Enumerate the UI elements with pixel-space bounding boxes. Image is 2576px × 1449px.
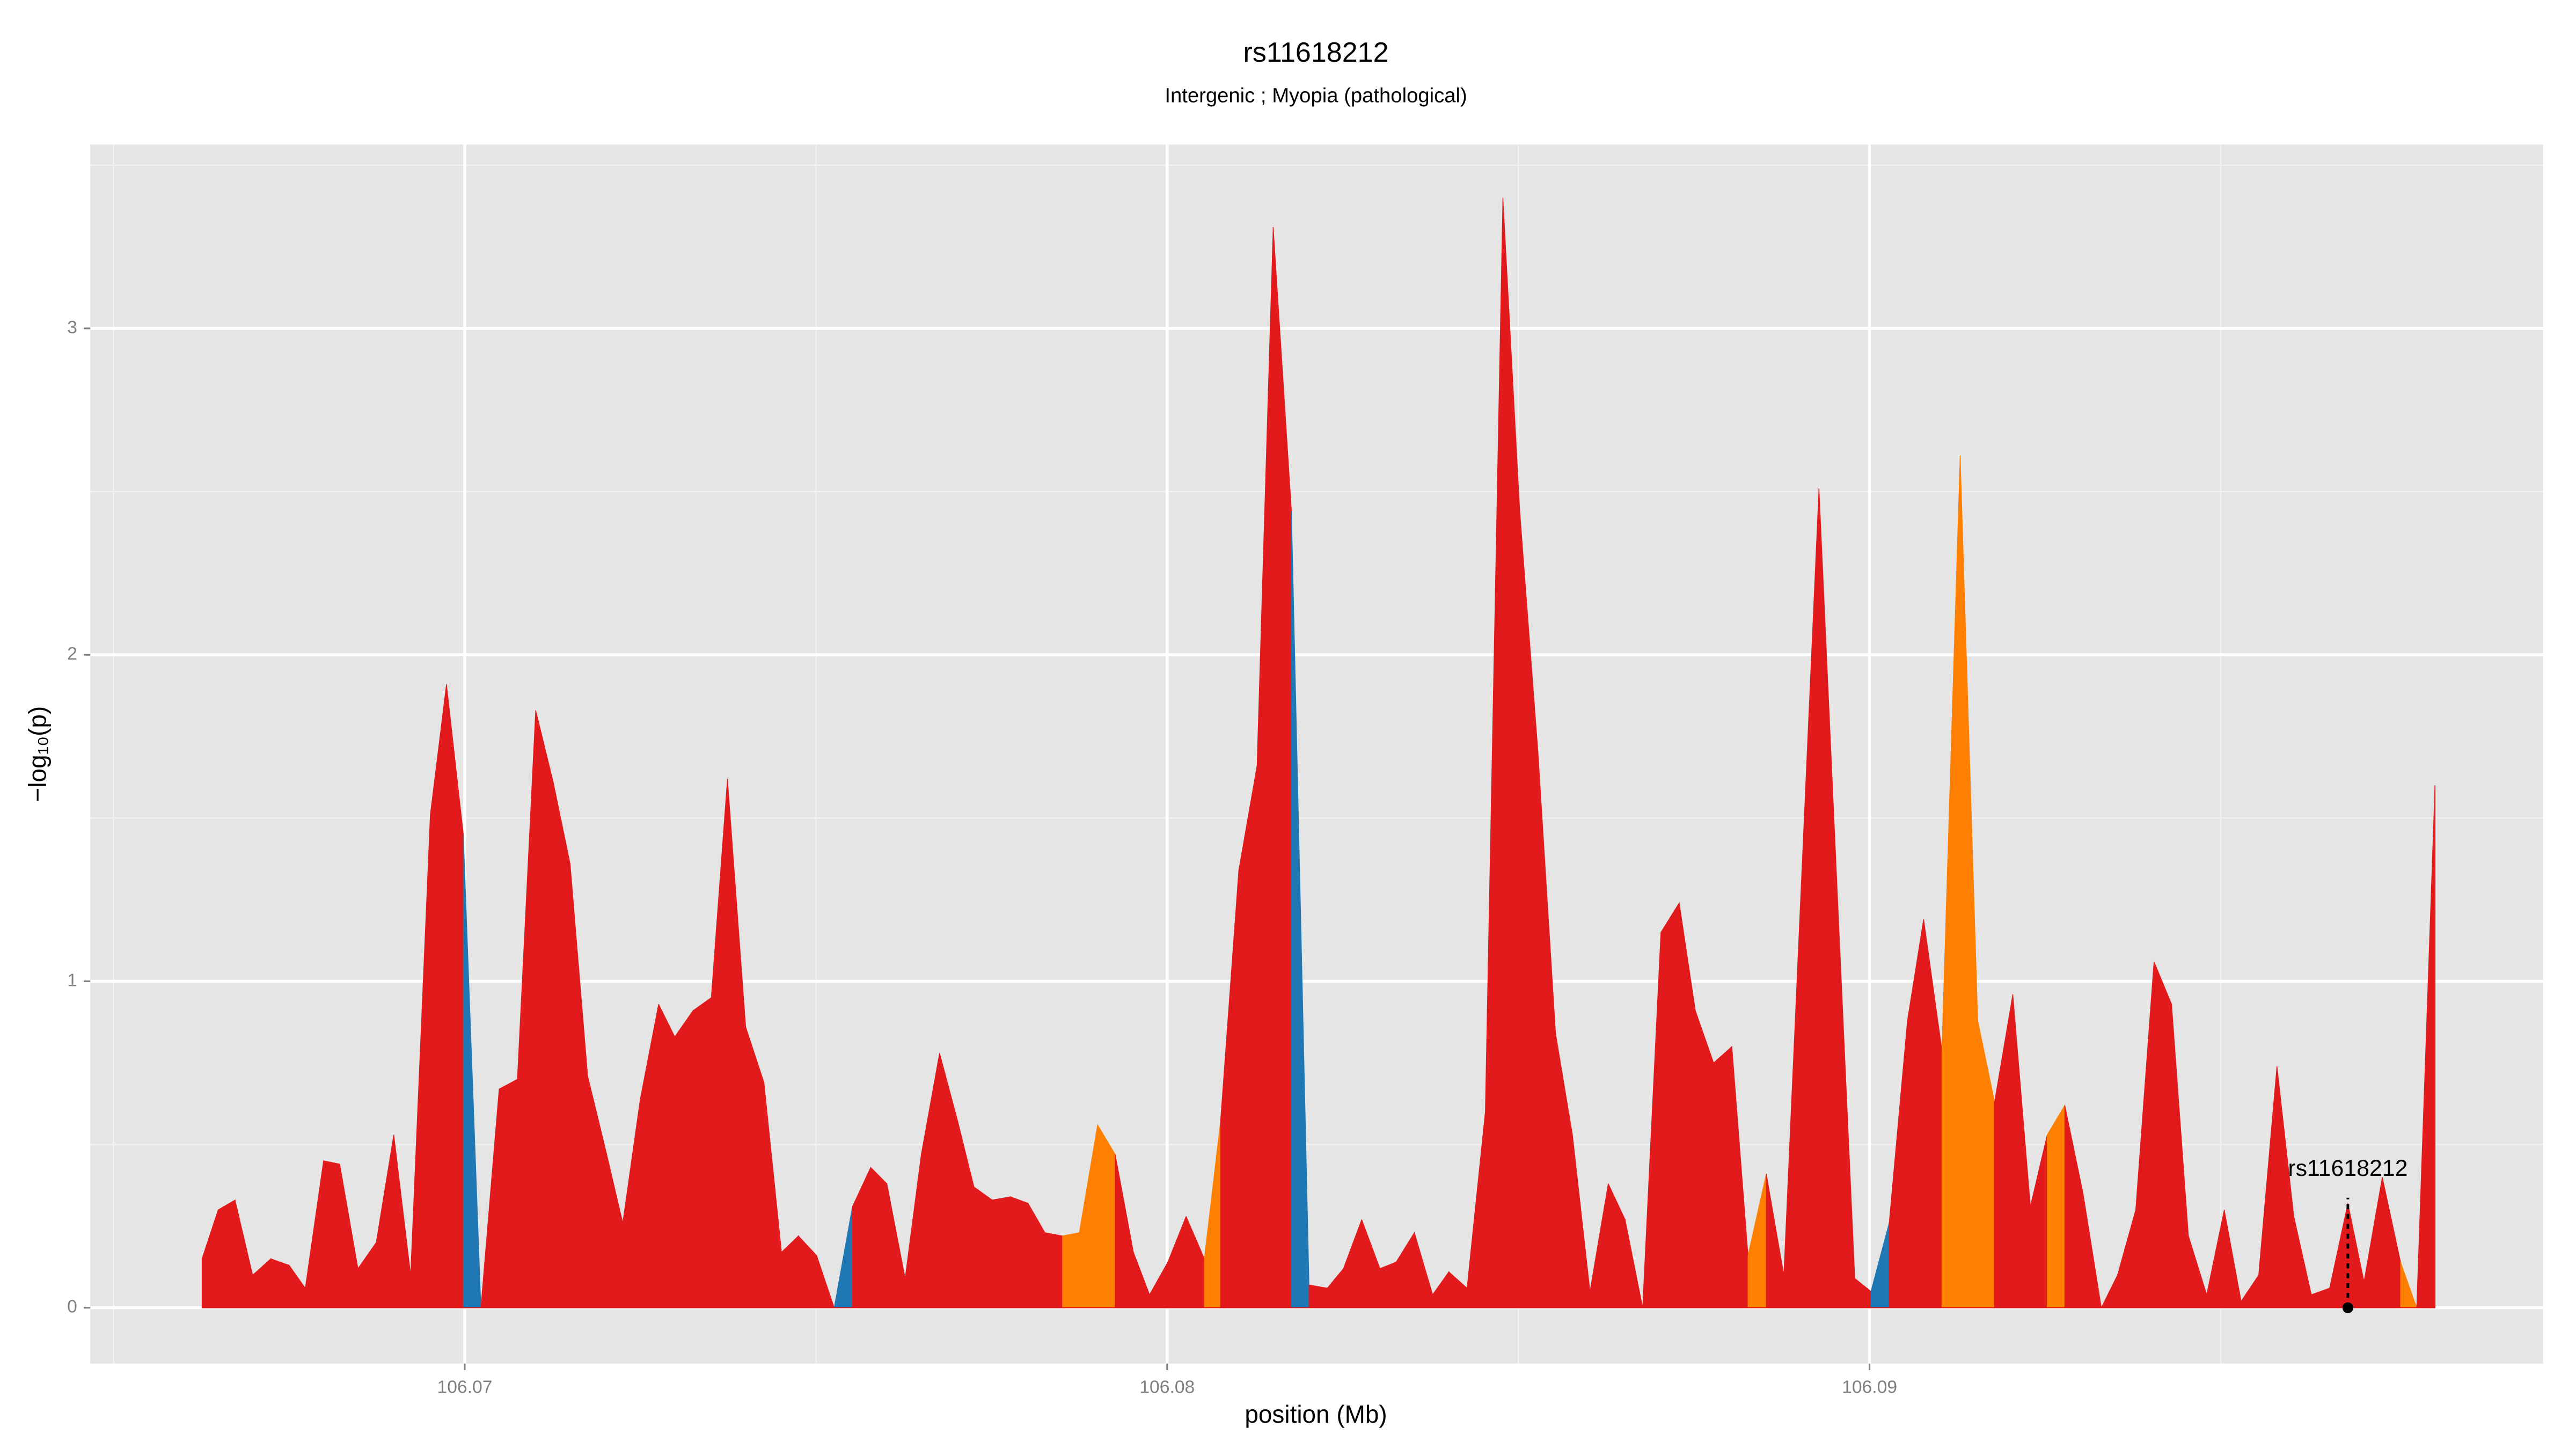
chart-subtitle: Intergenic ; Myopia (pathological)	[1165, 84, 1467, 107]
area-segment	[1062, 1232, 1080, 1308]
area-segment	[992, 1196, 1011, 1308]
x-tick-label: 106.09	[1842, 1378, 1897, 1397]
area-segment	[2154, 961, 2172, 1308]
annotation-label: rs11618212	[2288, 1155, 2407, 1181]
area-segment	[658, 1004, 675, 1308]
area-segment	[870, 1166, 888, 1308]
area-segment	[323, 1160, 340, 1308]
area-segment	[1097, 1123, 1116, 1308]
area-segment	[535, 710, 554, 1308]
area-segment	[1379, 1261, 1397, 1308]
annotation-point	[2342, 1302, 2354, 1313]
area-segment	[217, 1199, 236, 1308]
chart-title: rs11618212	[1243, 37, 1389, 68]
area-segment	[974, 1186, 993, 1308]
y-axis-title: −log₁₀(p)	[24, 706, 52, 802]
x-tick-label: 106.08	[1139, 1378, 1195, 1397]
area-segment	[1660, 902, 1680, 1308]
area-segment	[1713, 1045, 1732, 1308]
area-segment	[1044, 1232, 1063, 1308]
y-tick-label: 0	[67, 1297, 77, 1317]
x-axis-title: position (Mb)	[1245, 1400, 1387, 1428]
area-segment	[692, 997, 712, 1308]
y-tick-label: 2	[67, 644, 77, 664]
y-tick-label: 3	[67, 318, 77, 338]
area-segment	[1308, 1284, 1328, 1308]
area-segment	[2047, 1104, 2066, 1308]
area-segment	[674, 1009, 693, 1308]
area-segment	[1010, 1196, 1029, 1308]
area-segment	[1695, 1011, 1714, 1308]
x-tick-label: 106.07	[437, 1378, 492, 1397]
area-segment	[270, 1258, 290, 1308]
area-segment	[553, 782, 570, 1308]
area-segment	[499, 1078, 518, 1308]
y-tick-label: 1	[67, 970, 77, 990]
